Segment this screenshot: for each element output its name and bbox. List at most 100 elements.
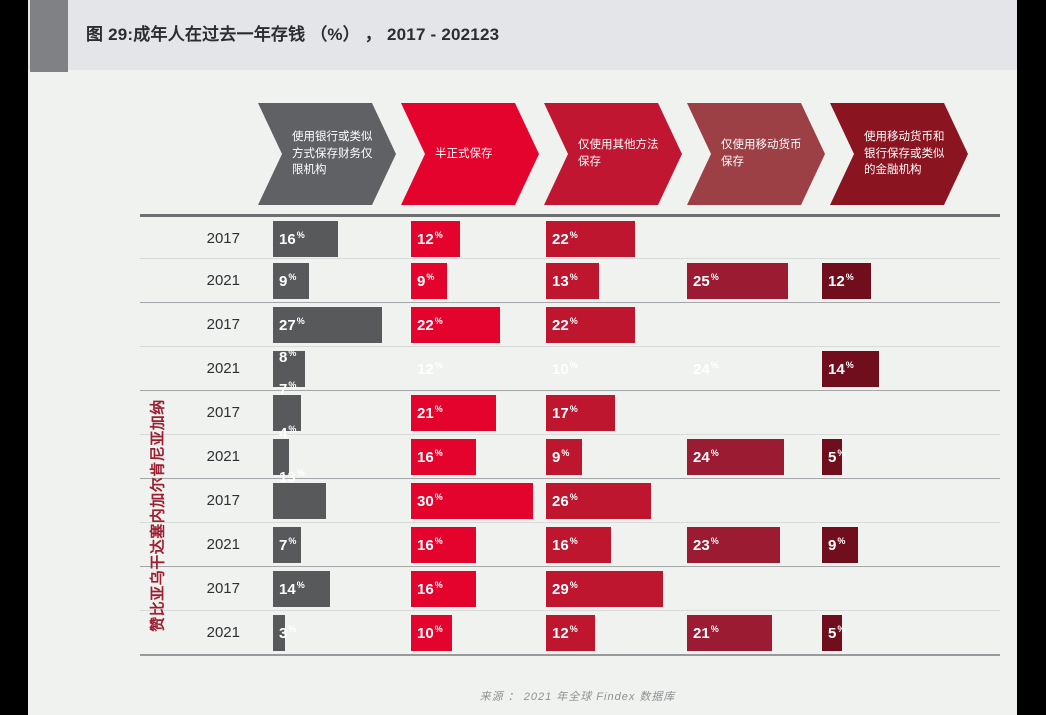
chart-row-肯尼亚-2021: 2021 8% 12% 10% 24% 14% [140, 346, 1000, 390]
year-label: 2017 [206, 492, 240, 509]
bar-赞比亚-2021-col4: 21% [687, 615, 772, 651]
legend-arrow-label: 使用移动货币和银行保存或类似的金融机构 [864, 130, 945, 177]
bar-value-label: 25% [693, 272, 719, 290]
bar-value-label: 23% [693, 536, 719, 554]
figure-title: 图 29:成年人在过去一年存钱 （%） ， 2017 - 202123 [86, 0, 499, 70]
footnote-marker: 23 [479, 25, 500, 44]
bar-value-label: 5% [828, 448, 846, 466]
bar-value-label: 22% [552, 316, 578, 334]
bar-value-label: 22% [417, 316, 443, 334]
bar-肯尼亚-2017-col3: 22% [546, 307, 635, 343]
bar-肯尼亚-2021-col4: 24% [687, 351, 784, 387]
bar-value-label: 7% [279, 536, 297, 554]
bar-value-label: 16% [279, 230, 305, 248]
bar-赞比亚-2017-col2: 16% [411, 571, 476, 607]
legend-arrow-4: 仅使用移动货币保存 [687, 103, 825, 205]
bar-乌干达-2021-col1: 7% [273, 527, 301, 563]
bar-value-label: 26% [552, 492, 578, 510]
figure-title-years: 2017 - 202123 [387, 25, 500, 44]
bar-加纳-2021-col4: 25% [687, 263, 788, 299]
year-label: 2021 [206, 272, 240, 289]
bar-value-label: 22% [552, 230, 578, 248]
country-axis-label: 赞比亚乌干达塞内加尔肯尼亚加纳 [149, 399, 167, 632]
year-label: 2021 [206, 536, 240, 553]
legend-arrow-1: 使用银行或类似方式保存财务仅限机构 [258, 103, 396, 205]
chart-row-加纳-2017: 2017 16% 12% 22% [140, 214, 1000, 258]
year-label: 2021 [206, 360, 240, 377]
bar-肯尼亚-2017-col2: 22% [411, 307, 500, 343]
bar-加纳-2021-col1: 9% [273, 263, 309, 299]
bar-肯尼亚-2021-col2: 12% [411, 351, 460, 387]
bar-塞内加尔-2021-col3: 9% [546, 439, 582, 475]
bar-乌干达-2017-col2: 30% [411, 483, 533, 519]
bar-value-label: 9% [828, 536, 846, 554]
bar-赞比亚-2021-col1: 3% [273, 615, 296, 651]
legend-arrow-label: 半正式保存 [435, 147, 493, 160]
bar-value-label: 16% [417, 448, 443, 466]
bar-加纳-2021-col3: 13% [546, 263, 599, 299]
bar-塞内加尔-2017-col3: 17% [546, 395, 615, 431]
bar-加纳-2017-col2: 12% [411, 221, 460, 257]
bar-value-label: 16% [417, 536, 443, 554]
year-label: 2017 [206, 230, 240, 247]
bar-塞内加尔-2017-col2: 21% [411, 395, 496, 431]
legend-arrow-label: 使用银行或类似方式保存财务仅限机构 [292, 130, 373, 177]
legend-arrow-band: 使用银行或类似方式保存财务仅限机构 半正式保存 仅使用其他方法保存 仅使用移动货币保存… [258, 103, 968, 205]
chart-row-乌干达-2017: 2017 13% 30% 26% [140, 468, 1000, 522]
bar-value-label: 13% [279, 468, 305, 486]
bar-value-label: 16% [552, 536, 578, 554]
bar-肯尼亚-2017-col1: 27% [273, 307, 382, 343]
bar-塞内加尔-2021-col5: 5% [822, 439, 846, 475]
legend-arrow-5: 使用移动货币和银行保存或类似的金融机构 [830, 103, 968, 205]
bar-value-label: 16% [417, 580, 443, 598]
year-label: 2017 [206, 316, 240, 333]
bar-塞内加尔-2017-col1: 7% [273, 380, 301, 431]
chart-row-加纳-2021: 2021 9% 9% 13% 25% 12% [140, 258, 1000, 302]
bar-肯尼亚-2021-col3: 10% [546, 351, 587, 387]
year-label: 2021 [206, 624, 240, 641]
bar-加纳-2021-col2: 9% [411, 263, 447, 299]
legend-arrow-label: 仅使用其他方法保存 [578, 139, 659, 168]
chart-row-塞内加尔-2017: 2017 7% 21% 17% [140, 380, 1000, 434]
bar-赞比亚-2017-col1: 14% [273, 571, 330, 607]
bar-肯尼亚-2021-col5: 14% [822, 351, 879, 387]
bar-value-label: 13% [552, 272, 578, 290]
grouped-bar-chart: 2017 16% 12% 22% 2021 9% 9% 13% 25% 12% 2017 27% 22%… [140, 214, 1000, 656]
year-label: 2017 [206, 580, 240, 597]
bar-value-label: 5% [828, 624, 846, 642]
bar-value-label: 12% [417, 360, 443, 378]
bar-value-label: 21% [417, 404, 443, 422]
legend-arrow-3: 仅使用其他方法保存 [544, 103, 682, 205]
year-label: 2021 [206, 448, 240, 465]
bar-value-label: 4% [279, 424, 297, 442]
bar-乌干达-2017-col3: 26% [546, 483, 651, 519]
chart-row-乌干达-2021: 2021 7% 16% 16% 23% 9% [140, 522, 1000, 566]
chart-row-塞内加尔-2021: 2021 4% 16% 9% 24% 5% [140, 424, 1000, 478]
bar-value-label: 7% [279, 380, 297, 398]
bar-value-label: 29% [552, 580, 578, 598]
bar-value-label: 14% [279, 580, 305, 598]
bar-乌干达-2021-col5: 9% [822, 527, 858, 563]
bar-赞比亚-2017-col3: 29% [546, 571, 663, 607]
bar-value-label: 9% [417, 272, 435, 290]
right-black-strip [1017, 0, 1046, 715]
bar-肯尼亚-2021-col1: 8% [273, 348, 305, 387]
bar-value-label: 21% [693, 624, 719, 642]
bar-value-label: 10% [552, 360, 578, 378]
bar-value-label: 30% [417, 492, 443, 510]
bar-value-label: 27% [279, 316, 305, 334]
bar-乌干达-2021-col4: 23% [687, 527, 780, 563]
chart-row-赞比亚-2017: 2017 14% 16% 29% [140, 566, 1000, 610]
report-page: 图 29:成年人在过去一年存钱 （%） ， 2017 - 202123 使用银行… [28, 0, 1017, 715]
bar-value-label: 17% [552, 404, 578, 422]
bar-加纳-2021-col5: 12% [822, 263, 871, 299]
figure-header: 图 29:成年人在过去一年存钱 （%） ， 2017 - 202123 [28, 0, 1017, 72]
chart-row-赞比亚-2021: 2021 3% 10% 12% 21% 5% [140, 610, 1000, 654]
bar-value-label: 24% [693, 448, 719, 466]
left-black-strip [0, 0, 28, 715]
bar-value-label: 24% [693, 360, 719, 378]
bar-塞内加尔-2021-col4: 24% [687, 439, 784, 475]
bar-加纳-2017-col3: 22% [546, 221, 635, 257]
bar-塞内加尔-2021-col2: 16% [411, 439, 476, 475]
